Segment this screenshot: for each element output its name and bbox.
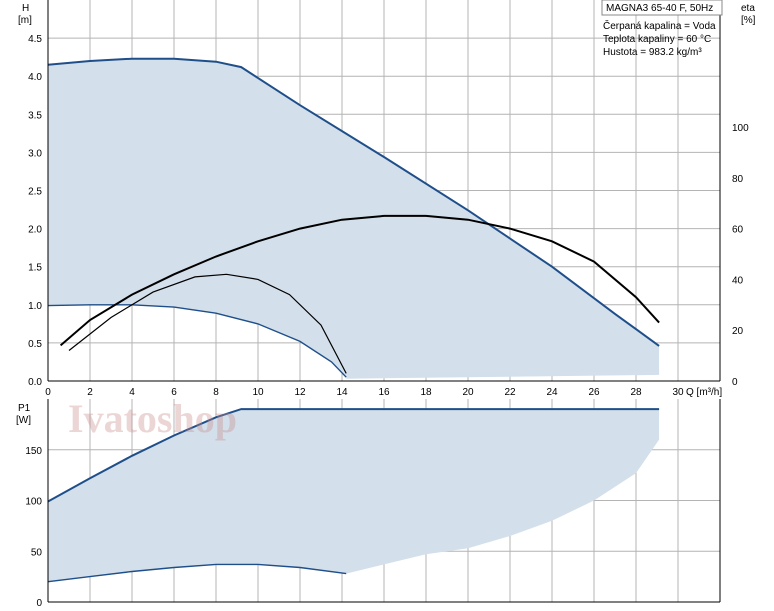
power-y-tick-label-0: 0 — [36, 598, 42, 609]
eta-min-curve — [68, 273, 347, 374]
head-y-tick-label-2.0: 2.0 — [28, 225, 42, 236]
power-y-tick-label-150: 150 — [25, 446, 42, 457]
x-tick-label-0: 0 — [45, 387, 51, 398]
head-y-tick-label-3.5: 3.5 — [28, 110, 42, 121]
eta-tick-label-60: 60 — [732, 225, 744, 236]
info-box-line-temperature: Teplota kapaliny = 60 °C — [603, 34, 711, 45]
head-y-tick-label-2.5: 2.5 — [28, 187, 42, 198]
x-tick-label-8: 8 — [213, 387, 219, 398]
power-y-tick-label-50: 50 — [31, 547, 43, 558]
head-y-tick-label-0.5: 0.5 — [28, 339, 42, 350]
power-y-tick-label-100: 100 — [25, 497, 42, 508]
head-y-tick-label-1.5: 1.5 — [28, 263, 42, 274]
power-axis-unit: [W] — [16, 415, 31, 426]
power-axis-label: P1 — [18, 403, 31, 414]
x-tick-label-10: 10 — [252, 387, 264, 398]
head-y-tick-label-3.0: 3.0 — [28, 148, 42, 159]
head-y-tick-label-1.0: 1.0 — [28, 301, 42, 312]
head-max-curve — [47, 57, 660, 347]
x-tick-label-26: 26 — [588, 387, 600, 398]
x-tick-label-18: 18 — [420, 387, 432, 398]
x-tick-label-22: 22 — [504, 387, 516, 398]
info-box: MAGNA3 65-40 F, 50Hz Čerpaná kapalina = … — [601, 0, 723, 58]
x-tick-label-16: 16 — [378, 387, 390, 398]
eta-tick-label-20: 20 — [732, 326, 744, 337]
head-min-curve — [47, 304, 347, 378]
head-axis-label-h: H — [22, 3, 29, 14]
head-y-tick-label-0.0: 0.0 — [28, 377, 42, 388]
tick-labels: 0 2 4 6 8 10 12 14 16 18 20 22 24 26 28 300.00.51.01.52… — [25, 34, 749, 609]
info-box-line-fluid: Čerpaná kapalina = Voda — [603, 19, 716, 32]
info-box-line-density: Hustota = 983.2 kg/m³ — [603, 47, 702, 58]
x-tick-label-4: 4 — [129, 387, 135, 398]
head-y-tick-label-4.5: 4.5 — [28, 34, 42, 45]
eta-max-curve — [59, 214, 660, 347]
x-tick-label-12: 12 — [294, 387, 306, 398]
flow-axis-label: Q [m³/h] — [686, 387, 722, 398]
power-max-curve — [47, 408, 660, 503]
watermark: Ivatoshop — [68, 396, 237, 441]
x-tick-label-28: 28 — [630, 387, 642, 398]
x-tick-label-14: 14 — [336, 387, 348, 398]
x-tick-label-2: 2 — [87, 387, 93, 398]
eta-tick-label-100: 100 — [732, 123, 749, 134]
x-tick-label-24: 24 — [546, 387, 558, 398]
x-tick-label-20: 20 — [462, 387, 474, 398]
power-min-curve — [47, 563, 347, 583]
x-tick-label-30: 30 — [672, 387, 684, 398]
curves — [47, 57, 660, 583]
eta-tick-label-40: 40 — [732, 275, 744, 286]
info-box-model: MAGNA3 65-40 F, 50Hz — [606, 3, 713, 14]
x-tick-label-6: 6 — [171, 387, 177, 398]
eta-axis-label: eta — [741, 3, 755, 14]
plot-frames — [47, 0, 721, 603]
head-axis-label-unit: [m] — [18, 15, 32, 26]
info-box-title-frame — [601, 0, 723, 16]
head-y-tick-label-4.0: 4.0 — [28, 72, 42, 83]
eta-tick-label-0: 0 — [732, 377, 738, 388]
power-operating-area — [48, 409, 660, 582]
eta-tick-label-80: 80 — [732, 174, 744, 185]
eta-axis-unit: [%] — [741, 15, 756, 26]
